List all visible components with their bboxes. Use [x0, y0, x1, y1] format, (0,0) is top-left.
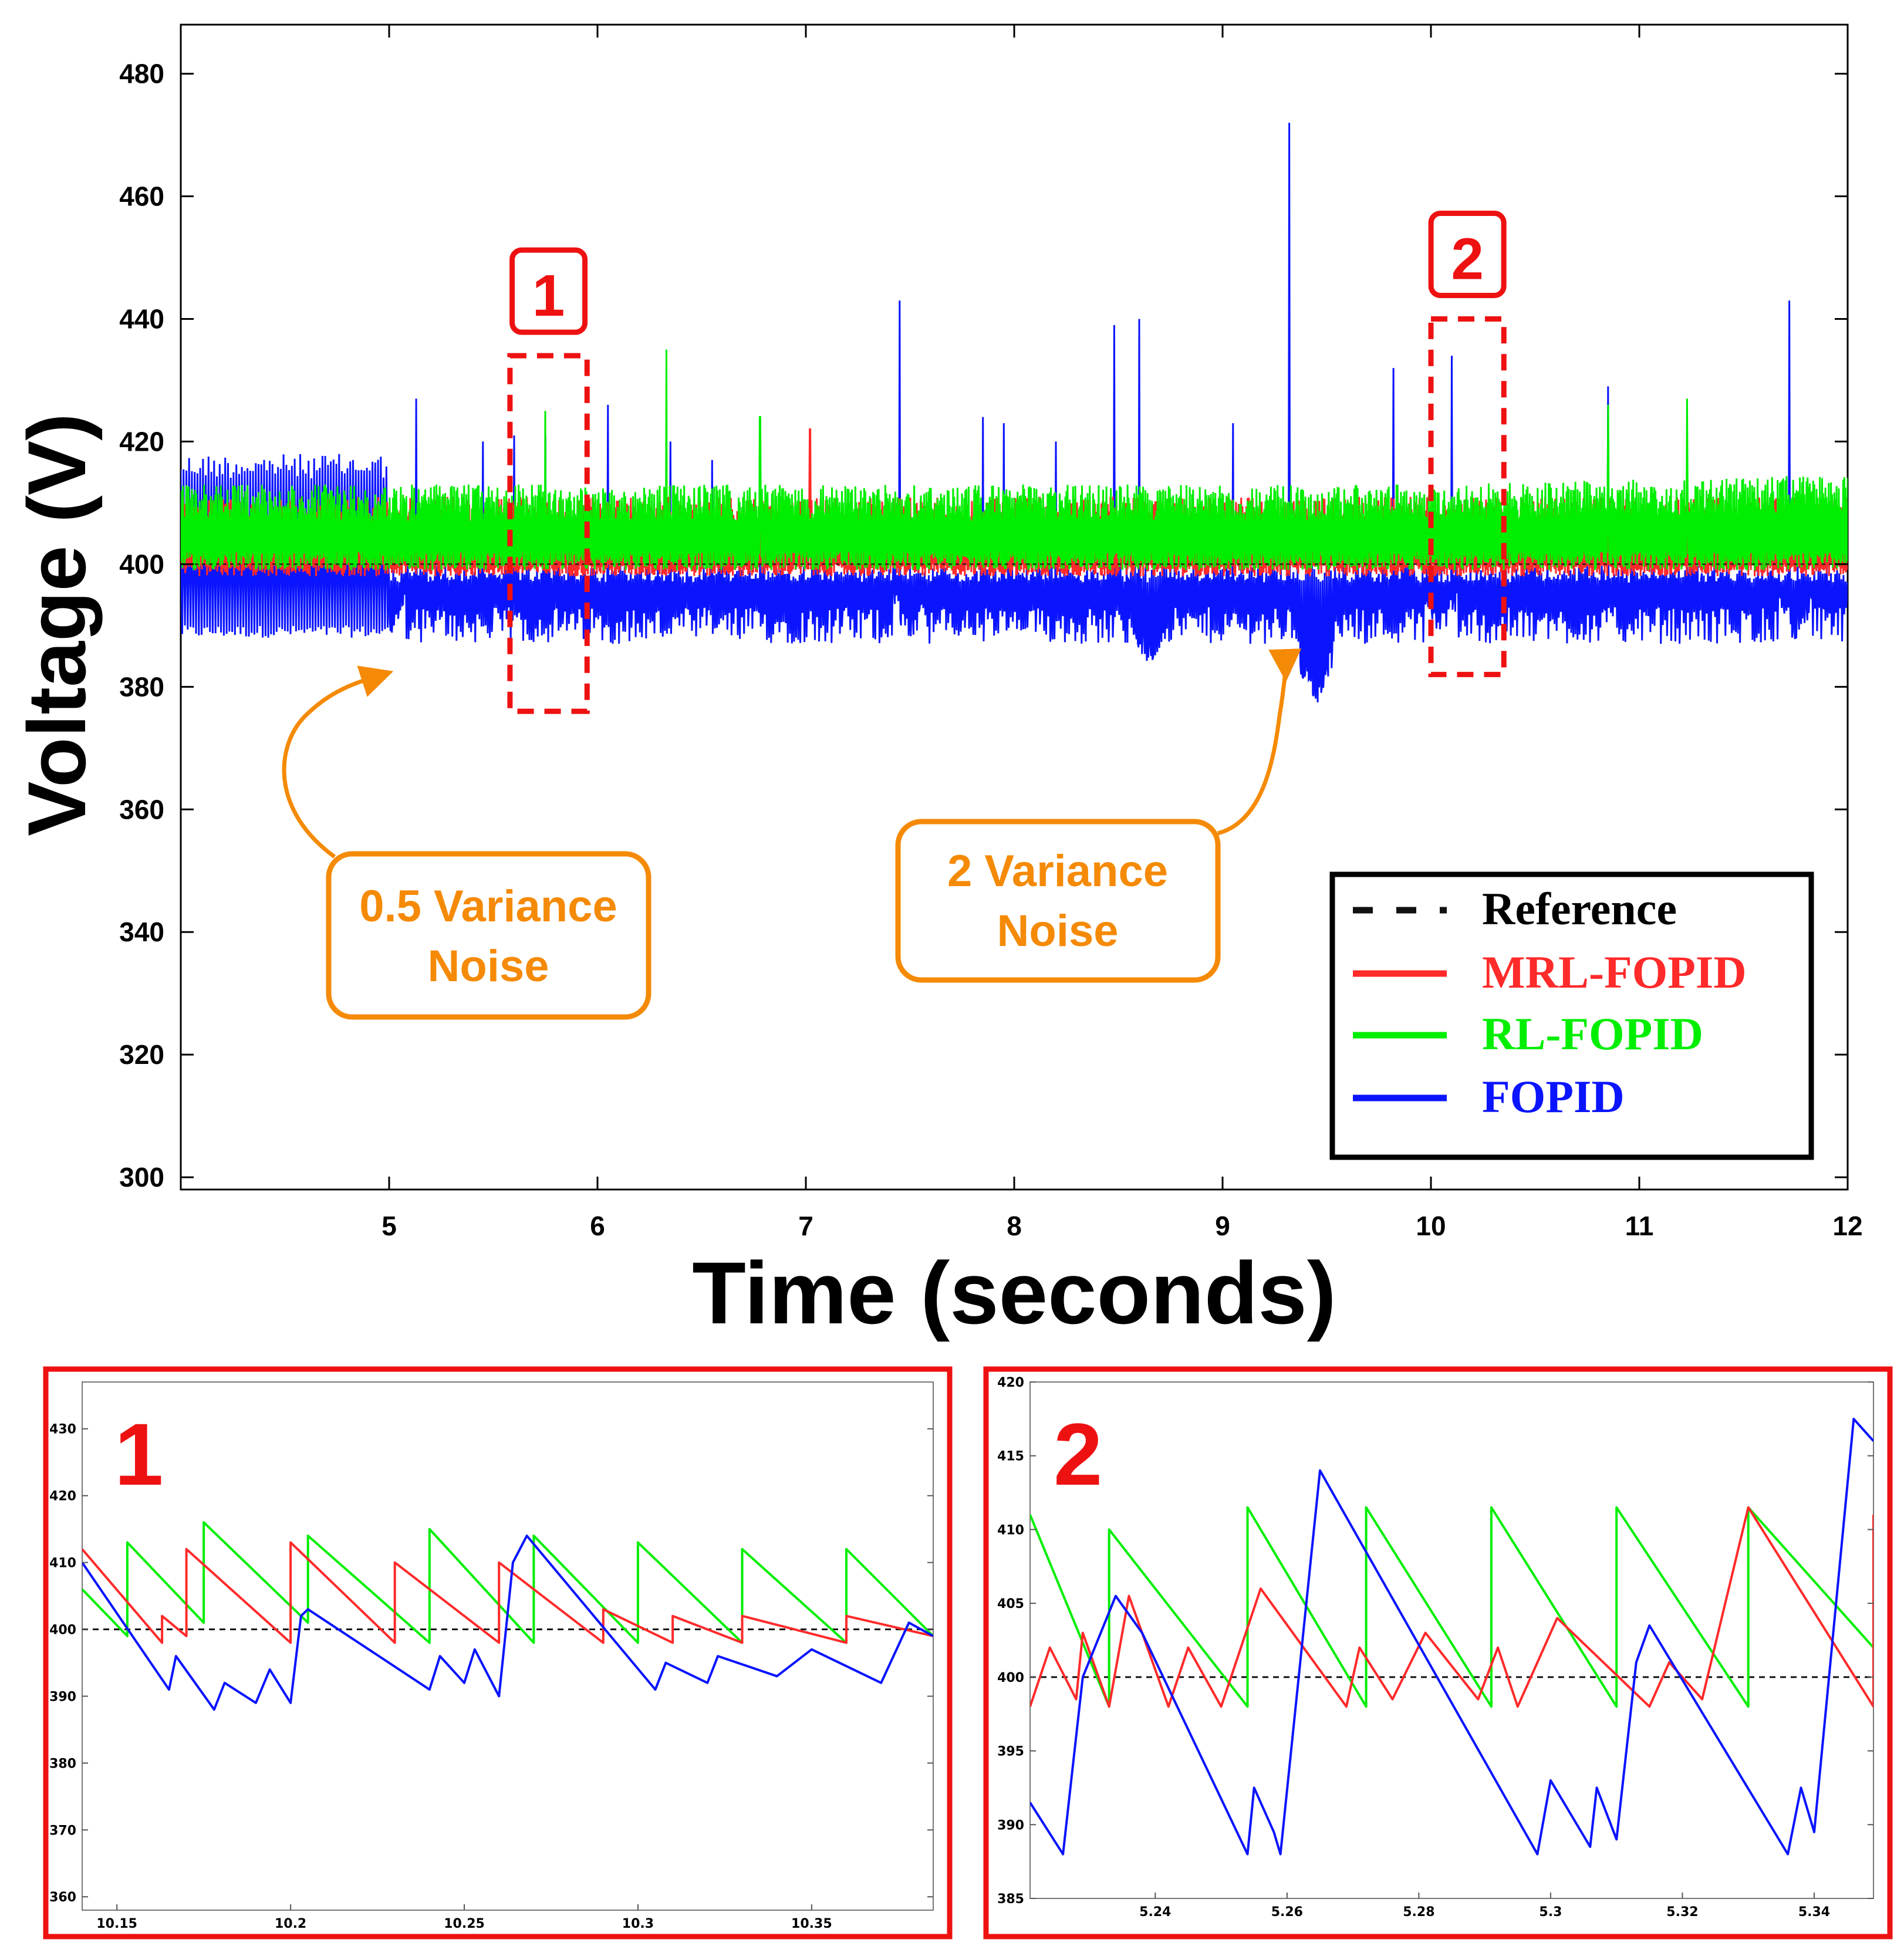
y-tick-label: 440	[119, 303, 164, 334]
inset-series-group	[82, 1521, 933, 1711]
x-tick-label: 5.32	[1666, 1905, 1698, 1920]
y-tick-label: 430	[49, 1422, 76, 1437]
x-tick-label: 10.25	[444, 1917, 485, 1931]
series-fopid	[181, 123, 1848, 702]
series-fopid	[82, 1535, 933, 1711]
inset-axis-ticks: 385 390 395 400 405 410 415 420 5.24 5.26 5.28 5.3 5…	[997, 1376, 1873, 1920]
legend-label-rl-fopid: RL-FOPID	[1482, 1008, 1703, 1059]
y-tick-label: 340	[119, 917, 164, 947]
zoom-box-2	[1428, 316, 1507, 677]
callout-text-line: 0.5 Variance	[359, 881, 617, 931]
x-tick-label: 10.2	[275, 1917, 306, 1931]
y-tick-label: 360	[49, 1890, 76, 1905]
y-tick-label: 405	[997, 1597, 1024, 1611]
zoom-badge-label: 2	[1451, 226, 1484, 292]
y-tick-label: 410	[997, 1523, 1024, 1538]
y-tick-label: 380	[119, 671, 164, 702]
inset-label: 2	[1054, 1405, 1102, 1503]
series-fopid	[1030, 1417, 1873, 1856]
zoom-badge	[1428, 210, 1507, 298]
x-tick-label: 12	[1832, 1211, 1862, 1241]
y-tick-label: 385	[997, 1892, 1024, 1907]
y-tick-label: 400	[119, 549, 164, 579]
zoom-inset-2: 385 390 395 400 405 410 415 420 5.24 5.26 5.28 5.3 5…	[983, 1366, 1893, 1940]
callout-box	[895, 819, 1221, 983]
annotation-high-noise: 2 Variance Noise	[895, 648, 1302, 983]
callout-box	[326, 851, 651, 1020]
x-tick-label: 6	[590, 1211, 605, 1241]
legend-label-mrl-fopid: MRL-FOPID	[1482, 947, 1747, 998]
y-tick-label: 420	[49, 1489, 76, 1504]
x-tick-label: 10.35	[791, 1917, 832, 1931]
inset-plot-area	[82, 1381, 934, 1911]
y-tick-label: 400	[49, 1623, 76, 1638]
series-rl-fopid	[181, 349, 1848, 570]
zoom-box-1	[507, 353, 590, 714]
inset-series-group	[1030, 1417, 1873, 1856]
x-tick-label: 5.3	[1539, 1905, 1562, 1920]
inset-axis-ticks: 360 370 380 390 400 410 420 430 10.15 10.2 10.25 10…	[49, 1422, 933, 1931]
series-rl-fopid	[1030, 1506, 1873, 1708]
x-tick-label: 5.34	[1798, 1905, 1830, 1920]
y-tick-label: 320	[119, 1039, 164, 1070]
x-tick-label: 11	[1625, 1211, 1654, 1241]
x-tick-label: 10	[1416, 1211, 1446, 1241]
series-mrl-fopid	[82, 1541, 933, 1644]
y-tick-label: 360	[119, 794, 164, 825]
legend: Reference MRL-FOPID RL-FOPID FOPID	[1329, 871, 1814, 1160]
y-tick-label: 420	[997, 1376, 1024, 1390]
y-tick-label: 370	[49, 1823, 76, 1838]
x-tick-label: 10.15	[96, 1917, 137, 1931]
x-axis-title: Time (seconds)	[692, 1244, 1336, 1342]
legend-label-reference: Reference	[1482, 883, 1677, 934]
inset-label: 1	[114, 1405, 163, 1503]
x-tick-label: 9	[1215, 1211, 1230, 1241]
x-tick-label: 8	[1007, 1211, 1022, 1241]
y-tick-label: 480	[119, 59, 164, 89]
x-tick-label: 5.28	[1403, 1905, 1434, 1920]
main-series-group	[181, 123, 1848, 702]
zoom-inset-1: 360 370 380 390 400 410 420 430 10.15 10.2 10.25 10…	[43, 1366, 953, 1940]
y-tick-label: 460	[119, 181, 164, 212]
y-tick-label: 420	[119, 426, 164, 457]
x-tick-label: 5.24	[1139, 1905, 1171, 1920]
y-tick-label: 395	[997, 1745, 1024, 1759]
y-tick-label: 410	[49, 1556, 76, 1571]
y-tick-label: 390	[49, 1690, 76, 1704]
zoom-region-markers: 12	[507, 210, 1507, 714]
callout-arrow	[1217, 648, 1302, 836]
callout-text-line: Noise	[997, 906, 1119, 956]
series-rl-fopid	[82, 1521, 933, 1644]
callout-text-line: 2 Variance	[947, 846, 1168, 896]
annotation-low-noise: 0.5 Variance Noise	[282, 665, 651, 1020]
y-axis-title: Voltage (V)	[11, 413, 103, 836]
y-tick-label: 390	[997, 1818, 1024, 1833]
zoom-badge-label: 1	[532, 263, 565, 329]
y-tick-label: 400	[997, 1671, 1024, 1685]
y-tick-label: 415	[997, 1449, 1024, 1464]
callout-arrow	[282, 665, 394, 859]
x-tick-label: 5	[382, 1211, 397, 1241]
x-tick-label: 5.26	[1271, 1905, 1303, 1920]
y-tick-label: 300	[119, 1162, 164, 1192]
legend-box	[1329, 871, 1814, 1160]
callout-text-line: Noise	[428, 941, 549, 991]
x-tick-label: 7	[798, 1211, 813, 1241]
inset-plot-area	[1029, 1381, 1874, 1899]
x-tick-label: 10.3	[622, 1917, 654, 1931]
legend-label-fopid: FOPID	[1482, 1071, 1625, 1122]
y-tick-label: 380	[49, 1756, 76, 1771]
zoom-badge	[509, 247, 588, 335]
